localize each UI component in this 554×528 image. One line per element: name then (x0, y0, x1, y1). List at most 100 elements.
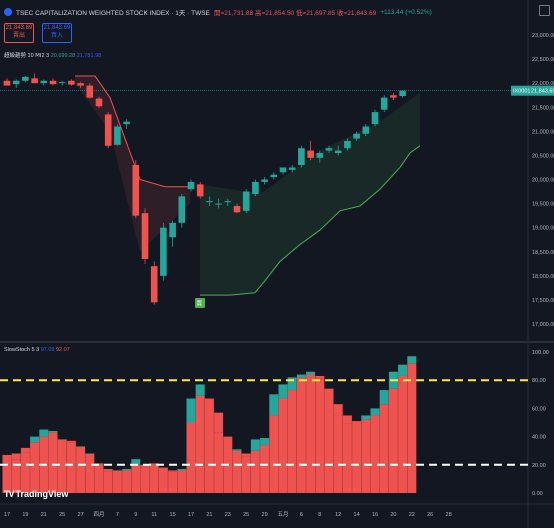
price-axis-label: 23,000.00 (532, 33, 554, 39)
stoch-bar-base (204, 406, 214, 493)
stoch-legend[interactable]: SlowStoch 5 3 97.09 92.07 (4, 347, 70, 353)
time-axis-label: 28 (446, 512, 452, 518)
stoch-bar-diff (76, 446, 86, 447)
price-axis-label: 18,500.00 (532, 250, 554, 256)
stoch-bar-base (76, 446, 86, 493)
stoch-bar-base (195, 395, 205, 493)
time-axis-label: 15 (170, 512, 176, 518)
candle-body (288, 167, 296, 170)
layout-toggle-icon[interactable] (539, 5, 550, 16)
price-axis-label: 20,500.00 (532, 153, 554, 159)
stoch-bar-diff (361, 415, 371, 420)
candle-body (298, 148, 305, 166)
stoch-bar-diff (287, 377, 297, 391)
stoch-bar-diff (85, 453, 95, 455)
candle-body (261, 179, 268, 182)
buy-button[interactable]: 21,843.69 買入 (42, 23, 72, 43)
candle-body (390, 95, 397, 98)
time-axis-label: 19 (22, 512, 28, 518)
time-axis-label: 8 (318, 512, 321, 518)
time-axis-label: 14 (354, 512, 360, 518)
time-axis-label: 27 (78, 512, 84, 518)
candle-body (178, 196, 186, 223)
stoch-bar-base (223, 453, 233, 493)
stoch-bar-diff (306, 371, 316, 375)
buy-price: 21,843.69 (43, 25, 71, 31)
supertrend-value-up: 20,699.28 (50, 53, 76, 59)
price-axis-label: 17,000.00 (532, 322, 554, 328)
symbol-logo-icon (4, 8, 12, 16)
stoch-bar-base (140, 467, 150, 493)
stoch-axis-label: 40.00 (532, 435, 546, 441)
candle-body (86, 85, 94, 98)
stoch-bar-base (407, 363, 417, 493)
price-tag (511, 85, 554, 96)
candle-body (68, 80, 75, 85)
time-axis-label: 25 (59, 512, 65, 518)
stoch-bar-diff (342, 415, 352, 424)
stoch-bar-diff (370, 408, 380, 416)
candle-body (104, 114, 112, 146)
candle-body (95, 98, 103, 107)
stoch-bar-base (177, 470, 187, 493)
stoch-bar-base (232, 450, 242, 493)
candle-body (150, 266, 158, 303)
stoch-bar-diff (30, 436, 40, 443)
stoch-bar-base (315, 378, 325, 493)
time-axis-label: 6 (300, 512, 303, 518)
candle-body (3, 80, 11, 86)
stoch-bar-base (48, 432, 58, 493)
stoch-bar-base (278, 398, 288, 493)
stoch-bar-diff (333, 404, 343, 416)
stoch-bar-base (2, 461, 12, 493)
stoch-bar-diff (122, 469, 132, 471)
stoch-axis-label: 60.00 (532, 406, 546, 412)
stoch-name: SlowStoch 5 3 (4, 347, 40, 353)
candle-body (279, 167, 287, 173)
price-axis-label: 19,000.00 (532, 226, 554, 232)
time-axis-label: 22 (409, 512, 415, 518)
symbol-title[interactable]: TSEC CAPITALIZATION WEIGHTED STOCK INDEX… (16, 10, 210, 17)
time-axis-label: 7 (116, 512, 119, 518)
candle-body (196, 184, 204, 197)
supertrend-value-down: 21,781.98 (76, 53, 102, 59)
candle-body (215, 203, 222, 205)
time-axis-label: 五月 (277, 511, 288, 518)
stoch-bar-diff (204, 398, 214, 407)
supertrend-name: 超級趨勢 10 ⅯⅠ2 3 (4, 53, 50, 59)
stoch-d-value: 92.07 (56, 347, 70, 353)
stoch-bar-diff (94, 463, 104, 470)
stoch-bar-base (260, 445, 270, 493)
supertrend-up-fill (200, 92, 420, 296)
sell-button[interactable]: 21,843.69 賣出 (4, 23, 34, 43)
stoch-bar-base (370, 415, 380, 493)
stoch-bar-base (214, 432, 224, 493)
stoch-bar-diff (214, 412, 224, 433)
price-axis-label: 19,500.00 (532, 202, 554, 208)
price-axis-label: 21,000.00 (532, 129, 554, 135)
stoch-bar-diff (20, 447, 30, 453)
stoch-bar-diff (241, 453, 251, 457)
candle-body (114, 126, 121, 145)
candle-body (49, 80, 57, 85)
stoch-k-value: 97.09 (40, 347, 55, 353)
time-axis-label: 21 (206, 512, 212, 518)
stoch-bar-base (85, 453, 95, 493)
stoch-bar-diff (11, 453, 21, 460)
stoch-bar-base (250, 450, 260, 493)
candle-body (233, 205, 241, 213)
time-axis-label: 29 (262, 512, 268, 518)
stoch-bar-diff (48, 430, 58, 433)
stoch-bar-diff (269, 394, 279, 416)
stoch-bar-diff (2, 454, 12, 462)
stoch-bar-diff (57, 439, 67, 440)
stoch-bar-diff (66, 440, 76, 443)
stoch-bar-diff (324, 388, 334, 407)
stoch-bar-diff (223, 436, 233, 454)
stoch-bar-diff (140, 464, 150, 468)
supertrend-legend[interactable]: 超級趨勢 10 ⅯⅠ2 3 20,699.28 21,781.98 (4, 51, 101, 59)
stoch-bar-base (66, 442, 76, 493)
buy-signal-label: 買 (197, 301, 203, 308)
candle-body (123, 121, 130, 125)
